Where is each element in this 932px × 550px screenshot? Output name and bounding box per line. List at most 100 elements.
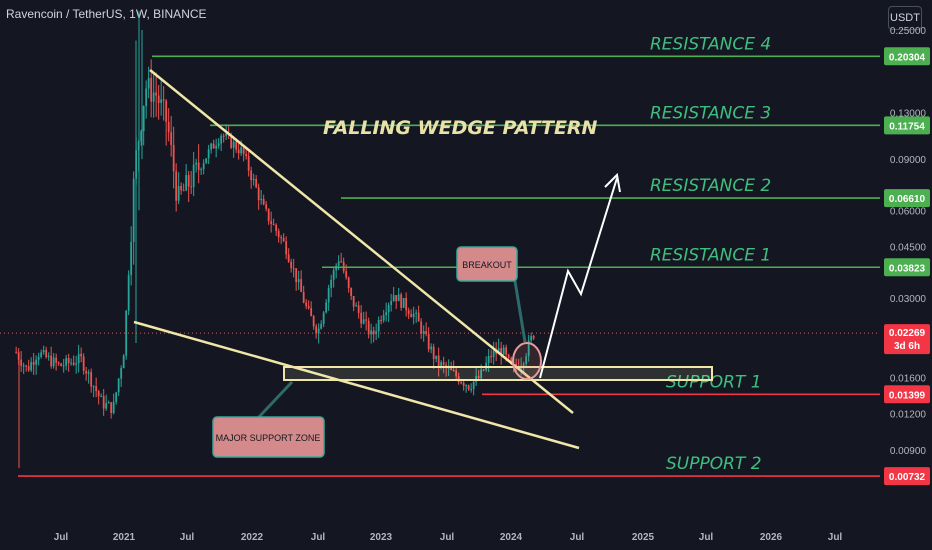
candle-body [95, 386, 98, 392]
currency-button[interactable]: USDT [888, 6, 922, 30]
candle-body [302, 291, 305, 303]
candle-body [215, 145, 218, 149]
candle-body [122, 355, 125, 369]
candle-body [410, 314, 413, 318]
candle-body [462, 382, 465, 386]
candle-body [435, 355, 438, 360]
candle-body [277, 230, 280, 238]
candle-body [187, 175, 190, 187]
candle-body [65, 358, 68, 366]
candle-body [447, 367, 450, 369]
level-label: RESISTANCE 1 [650, 245, 771, 265]
candle-body [465, 385, 468, 387]
candle-body [20, 359, 23, 366]
candle-body [177, 186, 180, 201]
candle-body [210, 143, 213, 150]
level-price-badge [884, 189, 930, 208]
candle-body [97, 391, 100, 397]
candle-body [392, 295, 395, 301]
candle-body [165, 100, 168, 122]
candle-body [262, 199, 265, 205]
candle-body [387, 304, 390, 313]
candle-body [197, 162, 200, 170]
support-callout-pointer [256, 380, 294, 420]
candle-body [27, 366, 30, 371]
candle-body [522, 363, 525, 366]
candle-body [180, 186, 183, 191]
candle-body [350, 288, 353, 296]
x-tick-label: Jul [54, 532, 69, 543]
candle-body [325, 302, 328, 313]
candle-body [55, 357, 58, 363]
level-price-text: 0.01399 [889, 390, 926, 401]
x-tick-label: Jul [699, 532, 714, 543]
candle-body [360, 312, 363, 324]
y-tick-label: 0.01200 [890, 410, 927, 421]
y-tick-label: 0.06000 [890, 206, 927, 217]
candle-body [115, 392, 118, 402]
candle-body [310, 308, 313, 317]
level-price-badge [884, 47, 930, 66]
breakout-circle [512, 342, 542, 380]
level-price-badge [884, 116, 930, 135]
candle-body [247, 156, 250, 171]
candle-body [450, 367, 453, 371]
candle-body [75, 363, 78, 365]
breakout-callout-pointer [513, 280, 527, 343]
candles-layer [15, 11, 535, 469]
level-price-text: 0.03823 [889, 263, 926, 274]
y-tick-label: 0.25000 [890, 26, 927, 37]
candle-body [127, 275, 130, 311]
candle-body [270, 221, 273, 225]
current-price-text: 0.02269 [889, 328, 926, 339]
candle-body [455, 370, 458, 377]
candle-body [145, 88, 148, 107]
candle-body [362, 319, 365, 324]
candle-body [140, 131, 143, 142]
x-tick-label: 2021 [113, 532, 136, 543]
candle-body [25, 365, 28, 367]
support-zone-box [283, 366, 713, 381]
candle-body [67, 358, 70, 363]
y-tick-label: 0.13000 [890, 109, 927, 120]
candle-body [172, 144, 175, 172]
candle-body [132, 178, 135, 243]
candle-body [280, 237, 283, 239]
candle-body [300, 279, 303, 292]
candle-body [402, 297, 405, 308]
candle-body [220, 135, 223, 144]
countdown-text: 3d 6h [894, 341, 920, 352]
candle-body [467, 385, 470, 390]
candle-body [417, 312, 420, 322]
levels-layer: RESISTANCE 4 RESISTANCE 3 RESISTANCE 2 RESI… [0, 34, 880, 477]
breakout-callout-box [456, 246, 518, 282]
candle-body [207, 149, 210, 159]
candle-body [15, 352, 18, 354]
candle-body [205, 158, 208, 164]
candle-body [315, 326, 318, 334]
candle-body [175, 171, 178, 201]
candle-body [490, 355, 493, 358]
level-label: RESISTANCE 2 [650, 176, 771, 196]
candle-body [30, 362, 33, 371]
x-tick-label: 2026 [760, 532, 783, 543]
chart-header-title: Ravencoin / TetherUS, 1W, BINANCE [6, 7, 207, 21]
candle-body [47, 355, 50, 358]
candle-body [285, 241, 288, 255]
candle-body [492, 350, 495, 358]
candle-body [112, 401, 115, 413]
candle-body [230, 134, 233, 148]
candle-body [407, 310, 410, 315]
x-tick-label: Jul [311, 532, 326, 543]
candle-body [100, 396, 103, 398]
candle-body [52, 357, 55, 367]
y-tick-label: 0.04500 [890, 243, 927, 254]
level-price-text: 0.00732 [889, 472, 926, 483]
x-tick-label: Jul [828, 532, 843, 543]
candle-body [82, 356, 85, 371]
candle-body [160, 99, 163, 103]
candle-body [322, 312, 325, 324]
candle-body [427, 333, 430, 350]
x-tick-label: 2023 [370, 532, 393, 543]
